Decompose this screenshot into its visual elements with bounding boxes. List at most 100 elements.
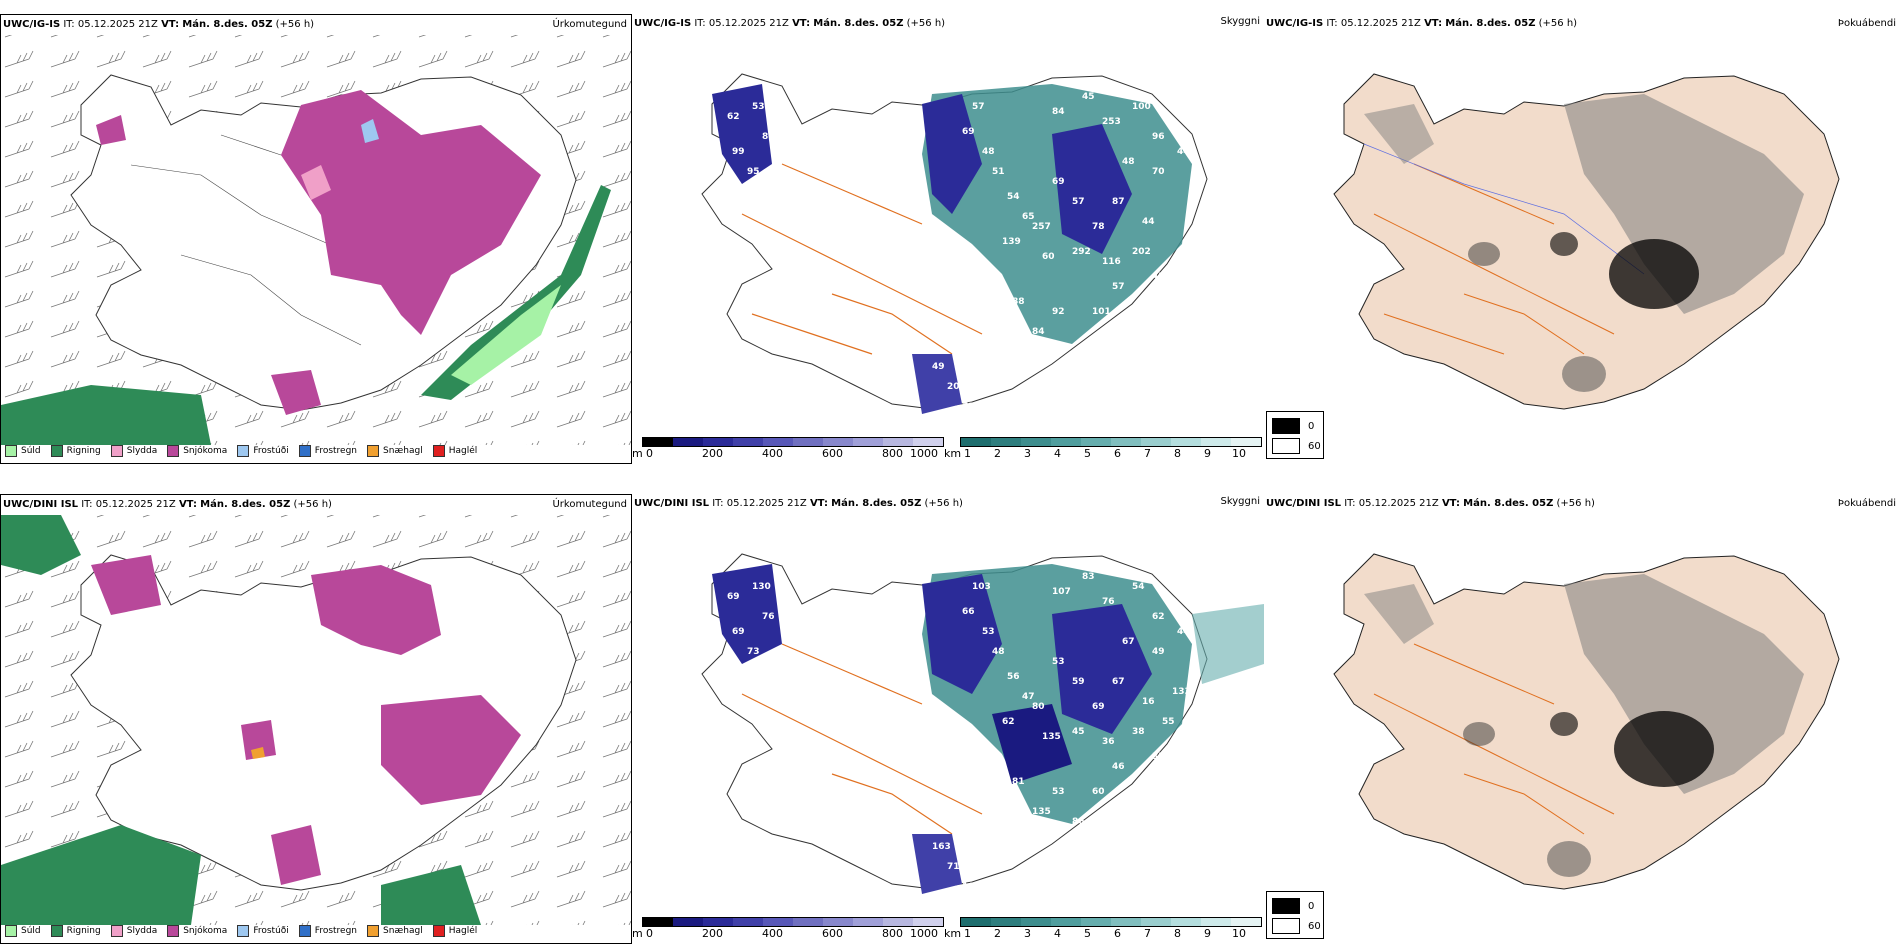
visibility-value-label: 62	[1002, 717, 1015, 727]
rain-area	[1, 385, 211, 445]
visibility-value-label: 81	[762, 132, 775, 142]
visibility-value-label: 47	[962, 737, 975, 747]
snow-area	[96, 115, 126, 145]
visibility-value-label: 87	[1112, 197, 1125, 207]
visibility-value-label: 71	[982, 277, 995, 287]
drizzle-area	[451, 285, 561, 385]
visibility-value-label: 45	[1072, 727, 1085, 737]
visibility-value-label: 292	[1072, 247, 1091, 257]
panel-title: Þokuábendi	[1837, 498, 1896, 509]
fog-legend-row1: 0 60	[1266, 411, 1324, 459]
visibility-value-label: 62	[727, 112, 740, 122]
legend-item: Frostúði	[237, 445, 289, 457]
panel-header: UWC/DINI ISL IT: 05.12.2025 21Z VT: Mán.…	[1266, 498, 1595, 509]
legend-item: Frostregn	[298, 445, 357, 457]
precip-panel-row1: UWC/IG-IS IT: 05.12.2025 21Z VT: Mán. 8.…	[0, 14, 632, 464]
visibility-value-label: 54	[1007, 192, 1020, 202]
visibility-value-label: 80	[1032, 702, 1045, 712]
precip-panel-row2: UWC/DINI ISL IT: 05.12.2025 21Z VT: Mán.…	[0, 494, 632, 944]
visibility-value-label: 60	[1092, 787, 1105, 797]
visibility-value-label: 69	[727, 592, 740, 602]
cloud-base-value-label: 92	[872, 735, 885, 745]
visibility-value-label: 69	[732, 627, 745, 637]
visibility-value-label: 37	[1127, 792, 1140, 802]
visibility-value-label: 69	[1052, 177, 1065, 187]
panel-header: UWC/IG-IS IT: 05.12.2025 21Z VT: Mán. 8.…	[634, 18, 946, 29]
panel-header: UWC/IG-IS IT: 05.12.2025 21Z VT: Mán. 8.…	[1266, 18, 1578, 29]
visibility-value-label: 51	[992, 167, 1005, 177]
visibility-value-label: 95	[747, 167, 760, 177]
visibility-value-label: 72	[962, 402, 975, 412]
visibility-value-label: 109	[962, 882, 981, 892]
visibility-value-label: 135	[1032, 807, 1051, 817]
visibility-value-label: 92	[962, 257, 975, 267]
visibility-value-label: 71	[947, 862, 960, 872]
visibility-value-label: 84	[1032, 327, 1045, 337]
fog-map	[1333, 73, 1840, 410]
visibility-value-label: 133	[1172, 687, 1191, 697]
visibility-value-label: 257	[1032, 222, 1051, 232]
init-time: 05.12.2025 21Z	[77, 19, 158, 30]
visibility-value-label: 44	[1177, 627, 1190, 637]
legend-item: Rigning	[50, 445, 101, 457]
panel-title: Úrkomutegund	[552, 19, 627, 30]
legend-item: Snæhagl	[367, 445, 423, 457]
precip-legend: Súld Rigning Slydda Snjókoma Frostúði Fr…	[5, 925, 477, 937]
visibility-value-label: 96	[1152, 132, 1165, 142]
visibility-value-label: 83	[1082, 572, 1095, 582]
visibility-colorbar-row2: km 1 2 3 4 5 6 7 8 9 10	[944, 917, 1264, 941]
visibility-value-label: 209	[947, 382, 966, 392]
visibility-value-label: 140	[1102, 817, 1121, 827]
visibility-value-label: 76	[762, 612, 775, 622]
visibility-value-label: 78	[1092, 222, 1105, 232]
visibility-value-label: 101	[1092, 307, 1111, 317]
visibility-value-label: 116	[1102, 257, 1121, 267]
legend-item: Frostúði	[237, 925, 289, 937]
visibility-value-label: 92	[1052, 307, 1065, 317]
visibility-bar	[960, 917, 1262, 927]
visibility-value-label: 163	[932, 842, 951, 852]
visibility-value-label: 49	[932, 362, 945, 372]
fog-map	[1333, 553, 1840, 890]
visibility-value-label: 44	[1142, 217, 1155, 227]
visibility-panel-row1: UWC/IG-IS IT: 05.12.2025 21Z VT: Mán. 8.…	[632, 14, 1264, 464]
visibility-value-label: 139	[1002, 237, 1021, 247]
visibility-value-label: 67	[1122, 637, 1135, 647]
legend-item: Frostregn	[298, 925, 357, 937]
visibility-value-label: 202	[1132, 247, 1151, 257]
cloud-base-bar	[642, 917, 944, 927]
visibility-value-label: 49	[1152, 647, 1165, 657]
visibility-value-label: 57	[972, 102, 985, 112]
visibility-value-label: 45	[1152, 272, 1165, 282]
legend-item: Súld	[5, 925, 41, 937]
visibility-value-label: 103	[972, 582, 991, 592]
legend-item: Haglél	[432, 445, 477, 457]
visibility-value-label: 57	[1072, 197, 1085, 207]
legend-item: Súld	[5, 445, 41, 457]
visibility-value-label: 55	[1162, 717, 1175, 727]
visibility-value-label: 53	[752, 102, 765, 112]
visibility-value-label: 84	[1052, 107, 1065, 117]
precip-map	[1, 35, 631, 445]
visibility-value-label: 65	[1022, 212, 1035, 222]
visibility-value-label: 107	[1052, 587, 1071, 597]
visibility-panel-row2: UWC/DINI ISL IT: 05.12.2025 21Z VT: Mán.…	[632, 494, 1264, 944]
visibility-value-label: 98	[992, 787, 1005, 797]
panel-header: UWC/DINI ISL IT: 05.12.2025 21Z VT: Mán.…	[634, 498, 963, 509]
legend-item: Slydda	[110, 445, 157, 457]
fog-legend-row2: 0 60	[1266, 891, 1324, 939]
visibility-value-label: 76	[762, 182, 775, 192]
snow-area	[281, 90, 541, 335]
visibility-value-label: 36	[1102, 737, 1115, 747]
cloud-base-value-label: 60	[872, 255, 885, 265]
visibility-value-label: 130	[752, 582, 771, 592]
panel-title: Skyggni	[1220, 16, 1260, 27]
visibility-value-label: 48	[982, 147, 995, 157]
visibility-value-label: 38	[1132, 727, 1145, 737]
fog-panel-row1: UWC/IG-IS IT: 05.12.2025 21Z VT: Mán. 8.…	[1264, 14, 1900, 464]
panel-header: UWC/IG-IS IT: 05.12.2025 21Z VT: Mán. 8.…	[3, 19, 315, 30]
visibility-value-label: 35	[1152, 752, 1165, 762]
panel-title: Þokuábendi	[1837, 18, 1896, 29]
visibility-colorbar-row1: km 1 2 3 4 5 6 7 8 9 10	[944, 437, 1264, 461]
legend-item: Snjókoma	[167, 925, 227, 937]
